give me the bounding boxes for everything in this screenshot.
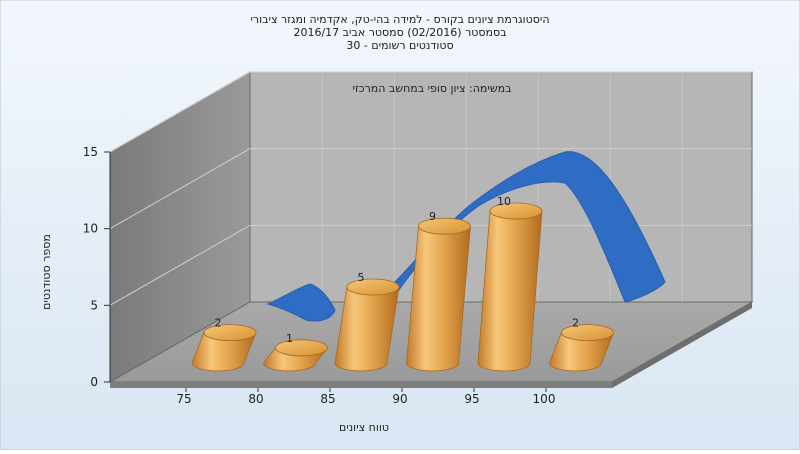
bar-cap [203,324,257,342]
bar-cap [418,217,471,235]
bar: 2 [549,317,614,372]
distribution-curve [266,151,666,322]
x-tick-label: 100 [533,392,556,406]
bar: 10 [477,195,543,372]
bar-value-label: 9 [429,210,436,223]
y-tick-label: 5 [90,298,98,312]
title-line-1: היסטוגרמת ציונים בקורס - למידה בהי-טק, א… [250,13,549,26]
y-tick-label: 15 [83,145,98,159]
bar: 9 [406,210,471,372]
bar-value-label: 1 [286,332,293,345]
bar-value-label: 10 [497,195,511,208]
floor-right-edge [612,302,752,388]
floor-front-edge [110,382,612,388]
chart-subtitle: במשימה: ציון סופי במחשב המרכזי [352,82,511,95]
x-tick-label: 75 [176,392,191,406]
x-tick-label: 95 [464,392,479,406]
x-tick-label: 80 [248,392,263,406]
bar-cap [561,324,614,342]
x-tick-label: 90 [392,392,407,406]
gridline-left [109,71,251,153]
y-tick-label: 10 [83,222,98,236]
title-line-3: סטודנטים רשומים - 30 [346,39,453,52]
gridline-left [109,148,251,230]
bar-value-label: 5 [358,271,365,284]
x-tick-label: 85 [320,392,335,406]
bars-group: 2 1 5 9 10 2 [191,195,614,372]
bar-cap [275,339,328,357]
y-axis-label: מספר סטודנטים [40,234,53,310]
chart-title: היסטוגרמת ציונים בקורס - למידה בהי-טק, א… [250,13,549,52]
y-tick-label: 0 [90,375,98,389]
bar-cap [489,202,543,220]
bar: 2 [191,317,257,372]
bar-value-label: 2 [572,317,579,330]
gridline-left [109,224,251,306]
bar: 1 [263,332,328,372]
bar: 5 [334,271,400,372]
title-line-2: בסמסטר (02/2016) סמסטר אביב 2016/17 [293,26,506,39]
bar-value-label: 2 [215,317,222,330]
x-axis-ticks: 75 80 85 90 95 100 [176,388,555,406]
x-axis-label: טווח ציונים [339,421,389,434]
bar-cap [346,278,400,296]
y-axis-ticks: 0 5 10 15 [83,145,111,389]
